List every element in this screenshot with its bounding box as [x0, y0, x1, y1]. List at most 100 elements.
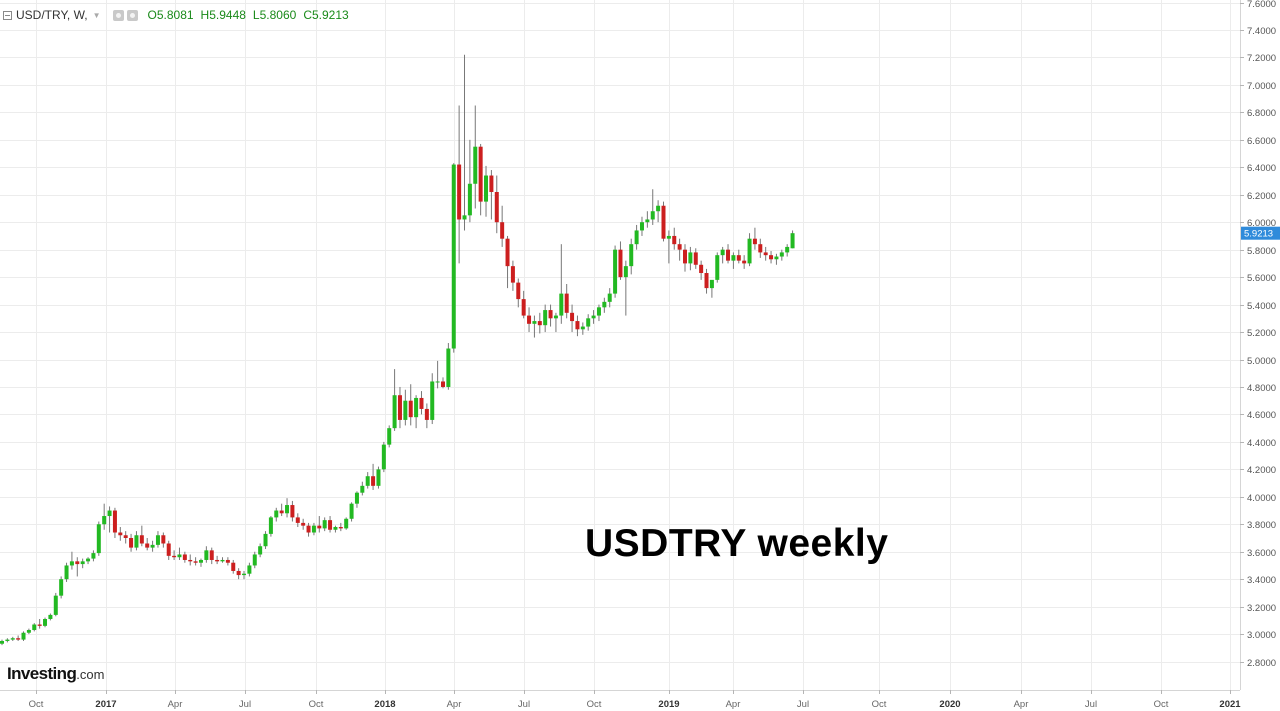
candle-body	[758, 244, 763, 253]
candle-body	[505, 238, 510, 267]
x-axis-tick-label: Oct	[872, 699, 887, 710]
candle-body	[279, 510, 284, 514]
candle-body	[247, 565, 252, 574]
candle-body	[263, 533, 268, 547]
candle-body	[306, 525, 311, 533]
candle-body	[527, 315, 532, 324]
candle-body	[779, 252, 784, 257]
candle-body	[752, 238, 757, 245]
visibility-icon[interactable]	[112, 9, 124, 21]
candle-body	[613, 249, 618, 294]
candle-body	[580, 326, 585, 330]
candle-body	[763, 252, 768, 256]
candle-body	[446, 348, 451, 387]
candle-body	[699, 264, 704, 274]
y-axis-tick-label: 5.8000	[1247, 246, 1276, 257]
y-axis-tick-label: 4.6000	[1247, 410, 1276, 421]
candle-body	[129, 538, 134, 548]
candle-body	[322, 520, 327, 529]
candle-body	[69, 561, 74, 566]
candle-body	[623, 266, 628, 278]
candle-body	[769, 255, 774, 260]
time-axis[interactable]: Oct 2017 Apr Jul Oct 2018 Apr Jul Oct 2019 Apr Jul O…	[29, 690, 1242, 710]
candle-body	[365, 476, 370, 486]
x-axis-tick-label: Apr	[726, 699, 741, 710]
candle-body	[688, 252, 693, 264]
candle-body	[666, 235, 671, 239]
candle-body	[252, 554, 257, 566]
settings-icon[interactable]	[126, 9, 138, 21]
symbol-title[interactable]: USD/TRY, W,	[16, 8, 88, 22]
last-price-badge	[1241, 226, 1280, 240]
y-axis-tick-label: 6.8000	[1247, 108, 1276, 119]
candle-body	[742, 260, 747, 264]
candle-body	[629, 244, 634, 267]
x-axis-tick-label: 2019	[658, 699, 679, 710]
y-axis-tick-label: 3.0000	[1247, 630, 1276, 641]
x-axis-tick-label: Jul	[518, 699, 530, 710]
candle-body	[225, 559, 230, 563]
grid-lines	[0, 0, 1240, 690]
price-axis[interactable]: 2.8000 3.0000 3.2000 3.4000 3.6000 3.8000 4.00…	[1240, 0, 1276, 669]
candle-body	[397, 395, 402, 420]
candle-body	[75, 561, 80, 565]
candle-body	[220, 559, 225, 562]
y-axis-tick-label: 7.0000	[1247, 81, 1276, 92]
candle-body	[494, 192, 499, 223]
candle-body	[53, 595, 58, 615]
candle-body	[376, 469, 381, 486]
candle-body	[462, 215, 467, 220]
y-axis-tick-label: 5.4000	[1247, 301, 1276, 312]
candle-body	[285, 505, 290, 514]
candle-body	[10, 638, 15, 640]
candle-body	[424, 408, 429, 420]
x-axis-tick-label: Jul	[1085, 699, 1097, 710]
y-axis-tick-label: 4.4000	[1247, 438, 1276, 449]
candle-body	[349, 503, 354, 519]
candle-body	[704, 273, 709, 289]
candle-body	[295, 517, 300, 523]
x-axis-tick-label: 2020	[939, 699, 960, 710]
candle-body	[16, 638, 21, 640]
candle-body	[661, 205, 666, 239]
last-price-marker: 5.9213	[1241, 226, 1280, 240]
candle-body	[301, 522, 306, 526]
candle-body	[96, 524, 101, 554]
x-axis-tick-label: Apr	[447, 699, 462, 710]
candle-body	[333, 527, 338, 530]
collapse-icon[interactable]	[3, 10, 12, 20]
candle-body	[564, 293, 569, 313]
candle-body	[177, 554, 182, 558]
candle-body	[484, 175, 489, 202]
x-axis-tick-label: Apr	[1014, 699, 1029, 710]
chevron-down-icon[interactable]: ▼	[92, 10, 101, 20]
candle-body	[478, 146, 483, 202]
candle-body	[639, 222, 644, 231]
y-axis-tick-label: 3.8000	[1247, 520, 1276, 531]
investing-logo[interactable]: Investing.com	[7, 664, 104, 684]
y-axis-tick-label: 4.2000	[1247, 465, 1276, 476]
logo-name: Investing	[7, 664, 77, 683]
candle-body	[736, 255, 741, 261]
candle-body	[553, 315, 558, 319]
y-axis-tick-label: 6.4000	[1247, 163, 1276, 174]
candle-body	[188, 559, 193, 562]
candle-body	[650, 211, 655, 220]
y-axis-tick-label: 2.8000	[1247, 658, 1276, 669]
candle-body	[123, 535, 128, 538]
candle-body	[586, 318, 591, 327]
candle-body	[150, 544, 155, 548]
candle-body	[242, 573, 247, 576]
candle-body	[209, 550, 214, 560]
candle-body	[215, 559, 220, 562]
candle-body	[354, 492, 359, 504]
ohlc-low: L5.8060	[252, 8, 297, 22]
y-axis-tick-label: 3.2000	[1247, 603, 1276, 614]
ohlc-high: H5.9448	[200, 8, 246, 22]
candle-body	[720, 249, 725, 256]
ohlc-open: O5.8081	[147, 8, 194, 22]
x-axis-tick-label: Oct	[29, 699, 44, 710]
candle-body	[774, 256, 779, 260]
candle-body	[32, 624, 37, 630]
